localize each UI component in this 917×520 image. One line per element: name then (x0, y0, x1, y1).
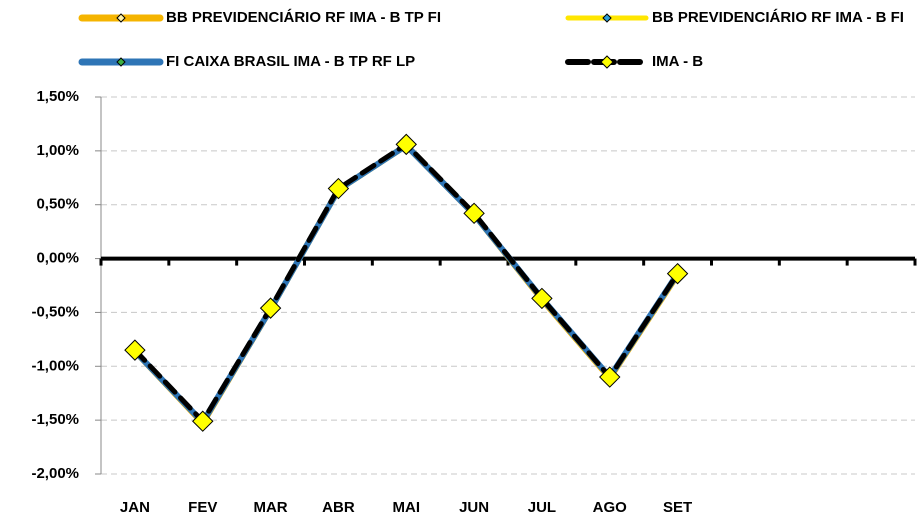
series-marker (463, 202, 485, 225)
series-marker (599, 366, 621, 388)
legend-label: FI CAIXA BRASIL IMA - B TP RF LP (166, 53, 415, 70)
series-line (132, 144, 680, 426)
x-tick-label: AGO (593, 499, 628, 516)
x-tick-label: JUL (528, 499, 556, 516)
x-tick-label: FEV (188, 499, 217, 516)
x-tick-label: ABR (322, 499, 355, 516)
series-marker (124, 339, 146, 361)
y-tick-label: -0,50% (31, 303, 79, 320)
y-tick-label: -1,00% (31, 357, 79, 374)
legend-marker (116, 13, 126, 23)
legend-label: BB PREVIDENCIÁRIO RF IMA - B FI (652, 9, 904, 26)
series-line (132, 141, 681, 424)
series-marker (327, 177, 350, 200)
x-tick-label: JUN (459, 499, 489, 516)
x-tick-label: SET (663, 499, 692, 516)
x-tick-label: MAR (253, 499, 287, 516)
legend-marker (602, 13, 612, 23)
legend-label: BB PREVIDENCIÁRIO RF IMA - B TP FI (166, 9, 441, 26)
series-marker (192, 410, 214, 432)
series-line (131, 142, 681, 426)
y-tick-label: 1,00% (36, 142, 79, 159)
legend-marker (600, 55, 614, 69)
series-line (131, 142, 681, 427)
y-tick-label: -1,50% (31, 411, 79, 428)
series-marker (666, 262, 689, 285)
legend-label: IMA - B (652, 53, 703, 70)
x-tick-label: MAI (393, 499, 421, 516)
legend-marker (116, 57, 126, 67)
y-tick-label: -2,00% (31, 465, 79, 482)
y-tick-label: 0,00% (36, 250, 79, 267)
y-tick-label: 1,50% (36, 88, 79, 105)
series-marker (259, 297, 282, 319)
x-tick-label: JAN (120, 499, 150, 516)
series-marker (531, 287, 553, 310)
series-marker (395, 133, 417, 156)
y-tick-label: 0,50% (36, 196, 79, 213)
